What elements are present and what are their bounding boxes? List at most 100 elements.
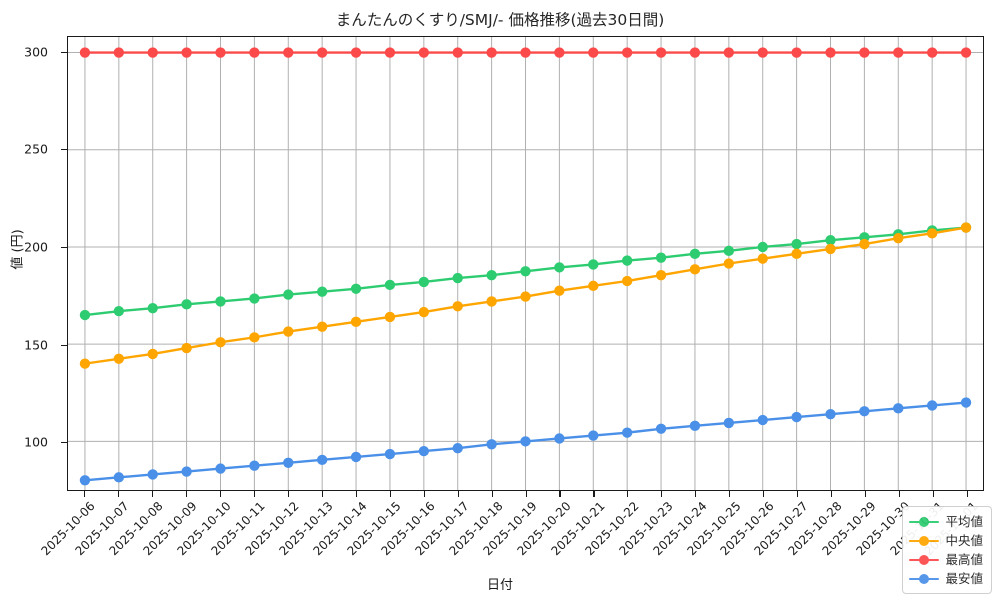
legend-swatch-icon: [909, 572, 940, 586]
data-point: [757, 47, 768, 58]
data-point: [554, 47, 565, 58]
series-3: [79, 47, 972, 58]
data-point: [181, 47, 192, 58]
data-point: [283, 457, 294, 468]
x-tick-mark: [525, 491, 527, 497]
data-point: [520, 47, 531, 58]
data-point: [689, 420, 701, 432]
data-point: [113, 305, 125, 317]
data-point: [384, 311, 396, 323]
y-tick-mark: [61, 149, 67, 151]
data-point: [418, 276, 430, 288]
data-point: [215, 337, 226, 348]
x-tick-mark: [321, 491, 323, 497]
data-point: [113, 47, 125, 58]
plot-area: [67, 36, 984, 491]
y-tick-label: 100: [24, 434, 48, 450]
data-point: [960, 397, 972, 408]
plot-svg: [68, 37, 983, 490]
chart-legend: 平均値中央値最高値最安値: [902, 506, 992, 594]
data-point: [316, 454, 328, 466]
data-point: [621, 255, 633, 266]
legend-label: 最高値: [945, 552, 983, 567]
data-point: [452, 272, 463, 284]
data-point: [655, 423, 667, 434]
x-tick-mark: [967, 491, 969, 497]
y-tick-mark-group: [0, 36, 67, 491]
data-point: [350, 316, 362, 328]
data-point: [825, 243, 836, 255]
data-point: [791, 238, 802, 250]
legend-item-4[interactable]: 最安値: [909, 569, 983, 588]
data-point: [113, 472, 125, 483]
data-point: [452, 301, 463, 312]
y-tick-label: 250: [24, 141, 48, 157]
data-point: [486, 296, 497, 307]
y-tick-mark: [61, 246, 67, 248]
data-point: [147, 47, 158, 58]
data-point: [147, 348, 158, 360]
data-point: [689, 264, 701, 275]
x-tick-mark: [695, 491, 697, 497]
data-point: [859, 406, 870, 417]
chart-title: まんたんのくすり/SMJ/- 価格推移(過去30日間): [335, 11, 665, 29]
data-point: [655, 252, 667, 263]
y-tick-label: 200: [24, 239, 48, 255]
data-point: [893, 233, 904, 244]
data-point: [554, 433, 565, 444]
legend-label: 平均値: [945, 514, 983, 529]
data-point: [554, 262, 565, 273]
data-point: [926, 47, 938, 58]
data-point: [249, 332, 260, 343]
data-point: [588, 259, 599, 270]
data-point: [384, 448, 396, 460]
x-tick-mark: [423, 491, 425, 497]
data-point: [486, 47, 497, 58]
data-point: [350, 47, 362, 58]
gridlines: [68, 37, 983, 490]
legend-item-1[interactable]: 平均値: [909, 512, 983, 531]
data-point: [621, 275, 633, 287]
data-point: [486, 439, 497, 450]
legend-item-3[interactable]: 最高値: [909, 550, 983, 569]
data-point: [791, 47, 802, 58]
data-point: [689, 47, 701, 58]
data-point: [181, 466, 192, 477]
x-tick-mark: [253, 491, 255, 497]
data-point: [249, 460, 260, 471]
data-point: [520, 436, 531, 447]
x-tick-mark: [831, 491, 833, 497]
x-tick-mark: [559, 491, 561, 497]
x-tick-mark: [627, 491, 629, 497]
legend-item-2[interactable]: 中央値: [909, 531, 983, 550]
data-point: [893, 47, 904, 58]
data-point: [181, 342, 192, 354]
data-point: [893, 403, 904, 414]
x-tick-mark: [933, 491, 935, 497]
y-tick-mark: [61, 51, 67, 53]
y-tick-label: 150: [24, 337, 48, 353]
data-point: [350, 451, 362, 463]
data-point: [316, 321, 328, 332]
data-point: [723, 417, 735, 429]
series-2: [79, 222, 972, 369]
x-tick-mark: [83, 491, 86, 497]
data-point: [283, 47, 294, 58]
data-point: [859, 238, 870, 250]
data-point: [249, 47, 260, 58]
data-point: [588, 47, 599, 58]
series-1: [79, 222, 972, 321]
x-tick-mark: [491, 491, 493, 497]
data-point: [452, 443, 463, 454]
data-point: [147, 469, 158, 480]
legend-marker-dot-icon: [919, 516, 930, 527]
data-point: [621, 47, 633, 58]
data-point: [283, 289, 294, 300]
data-point: [859, 47, 870, 58]
data-point: [316, 286, 328, 297]
data-point: [825, 234, 836, 246]
x-tick-mark-group: [67, 491, 984, 499]
data-point: [757, 241, 768, 253]
data-point: [79, 358, 91, 369]
